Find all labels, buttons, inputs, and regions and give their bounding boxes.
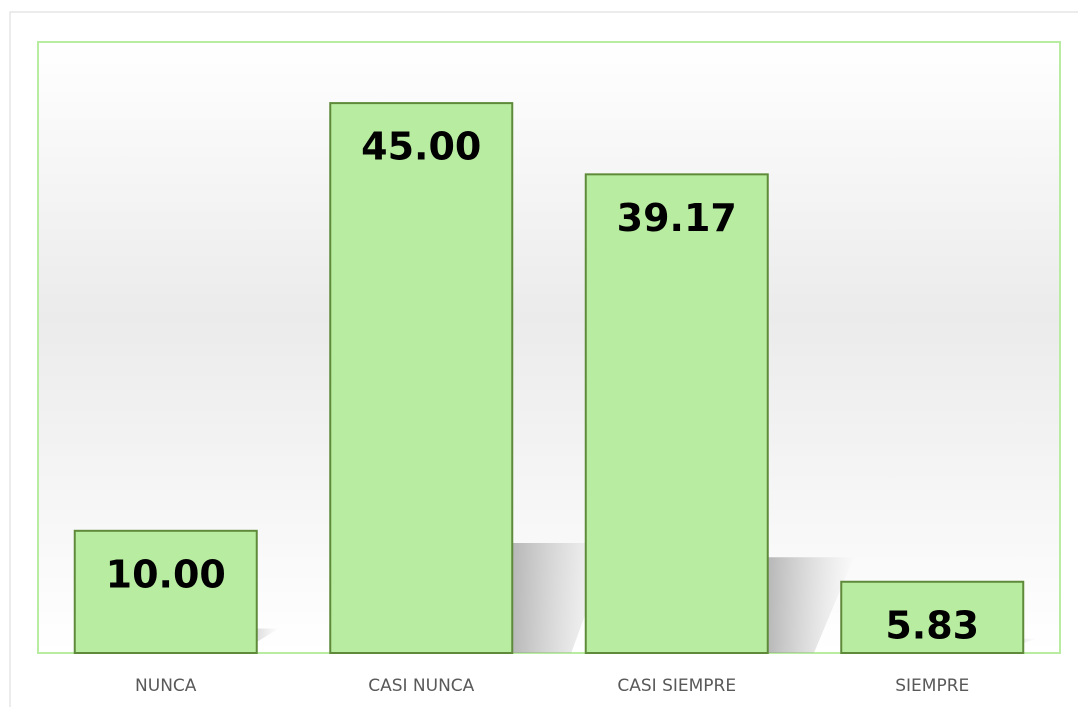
bar-shadow	[767, 557, 854, 653]
bar	[840, 580, 1025, 654]
x-tick-label: CASI NUNCA	[368, 676, 474, 696]
x-tick-label: SIEMPRE	[895, 676, 969, 696]
x-tick-label: CASI SIEMPRE	[617, 676, 736, 696]
value-label: 10.00	[106, 552, 226, 596]
bar	[329, 102, 514, 655]
bar	[584, 173, 769, 655]
x-tick-label: NUNCA	[135, 676, 197, 696]
value-label: 39.17	[617, 196, 737, 240]
bar	[73, 529, 258, 654]
value-label: 5.83	[885, 603, 979, 647]
value-label: 45.00	[361, 125, 481, 169]
